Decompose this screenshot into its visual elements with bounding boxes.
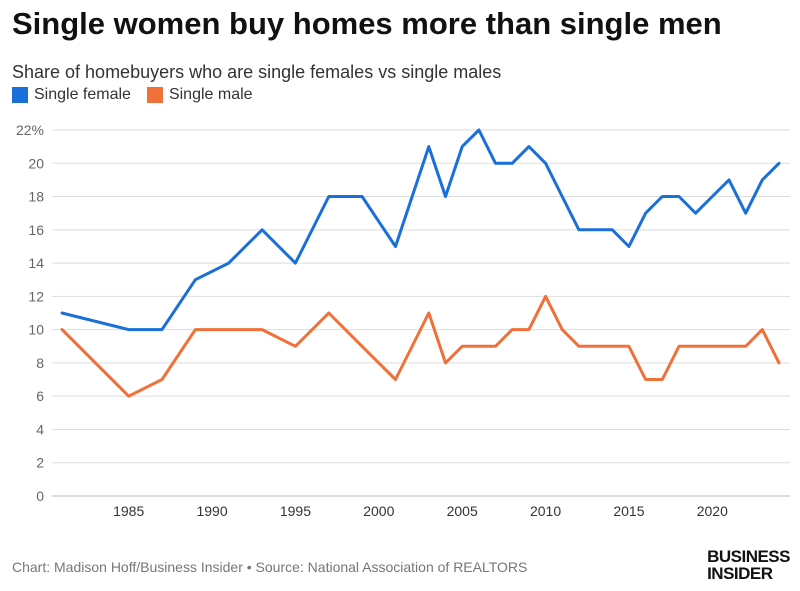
- y-tick-label: 18: [28, 189, 44, 205]
- legend-label-male: Single male: [168, 86, 253, 103]
- legend-label-female: Single female: [34, 86, 131, 103]
- gridlines: [52, 129, 790, 497]
- logo-line-2: INSIDER: [707, 564, 773, 583]
- x-axis-ticks: 1985 1990 1995 2000 2005 2010 2015 2020: [113, 503, 728, 519]
- series-line-single-male: [60, 294, 781, 398]
- y-tick-label: 12: [28, 288, 44, 304]
- y-tick-label: 20: [28, 155, 44, 171]
- series-lines: [60, 128, 781, 398]
- y-tick-label: 0: [36, 488, 44, 504]
- x-tick-label: 1995: [280, 503, 311, 519]
- x-tick-label: 1990: [196, 503, 227, 519]
- y-tick-label: 14: [28, 255, 44, 271]
- chart-subtitle: Share of homebuyers who are single femal…: [12, 62, 502, 82]
- logo-line-1: BUSINESS: [707, 547, 790, 566]
- x-tick-label: 2005: [447, 503, 478, 519]
- y-tick-label: 4: [36, 421, 44, 437]
- chart-title: Single women buy homes more than single …: [12, 6, 722, 41]
- y-tick-label: 10: [28, 322, 44, 338]
- y-tick-label: 22%: [16, 122, 44, 138]
- x-tick-label: 2000: [363, 503, 394, 519]
- x-tick-label: 2010: [530, 503, 561, 519]
- legend-item-female: Single female: [12, 86, 131, 104]
- source-note: Chart: Madison Hoff/Business Insider • S…: [12, 559, 528, 575]
- x-tick-label: 2020: [697, 503, 728, 519]
- legend: Single female Single male: [12, 86, 253, 104]
- y-tick-label: 16: [28, 222, 44, 238]
- x-tick-label: 1985: [113, 503, 144, 519]
- y-tick-label: 6: [36, 388, 44, 404]
- legend-item-male: Single male: [146, 86, 253, 104]
- y-axis-ticks: 0 2 4 6 8 10 12 14 16 18 20 22%: [16, 122, 44, 504]
- legend-swatch-female: [12, 87, 28, 103]
- series-line-single-female: [60, 128, 781, 332]
- x-tick-label: 2015: [613, 503, 644, 519]
- y-tick-label: 8: [36, 355, 44, 371]
- legend-swatch-male: [146, 87, 163, 103]
- business-insider-logo: BUSINESS INSIDER: [707, 548, 790, 582]
- y-tick-label: 2: [36, 455, 44, 471]
